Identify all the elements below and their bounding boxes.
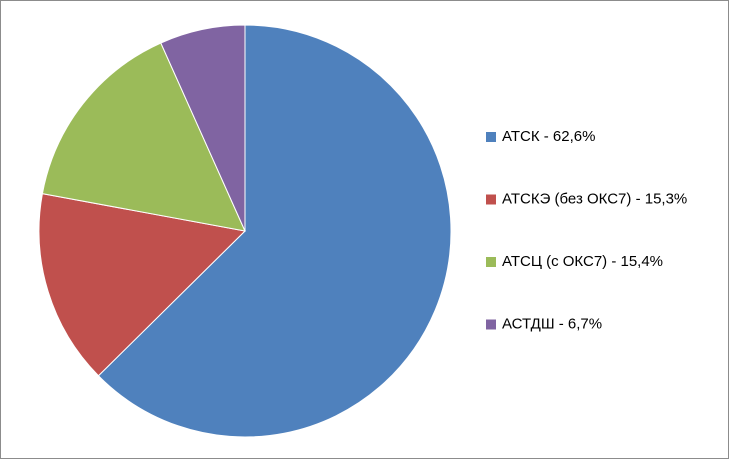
legend-label: АТСК - 62,6%: [502, 128, 595, 145]
pie-slice: [38, 193, 247, 377]
legend-swatch: [486, 257, 496, 267]
legend-swatch: [486, 132, 496, 142]
pie-slice: [160, 24, 246, 232]
pie-slice: [41, 42, 246, 232]
legend-swatch: [486, 319, 496, 330]
legend-label: АТСЦ (с ОКС7) - 15,4%: [502, 253, 663, 270]
legend-label: АТСКЭ (без ОКС7) - 15,3%: [502, 190, 687, 207]
legend-label: АСТДШ - 6,7%: [502, 315, 602, 332]
legend-swatch: [486, 194, 496, 205]
pie-slice: [97, 24, 452, 438]
